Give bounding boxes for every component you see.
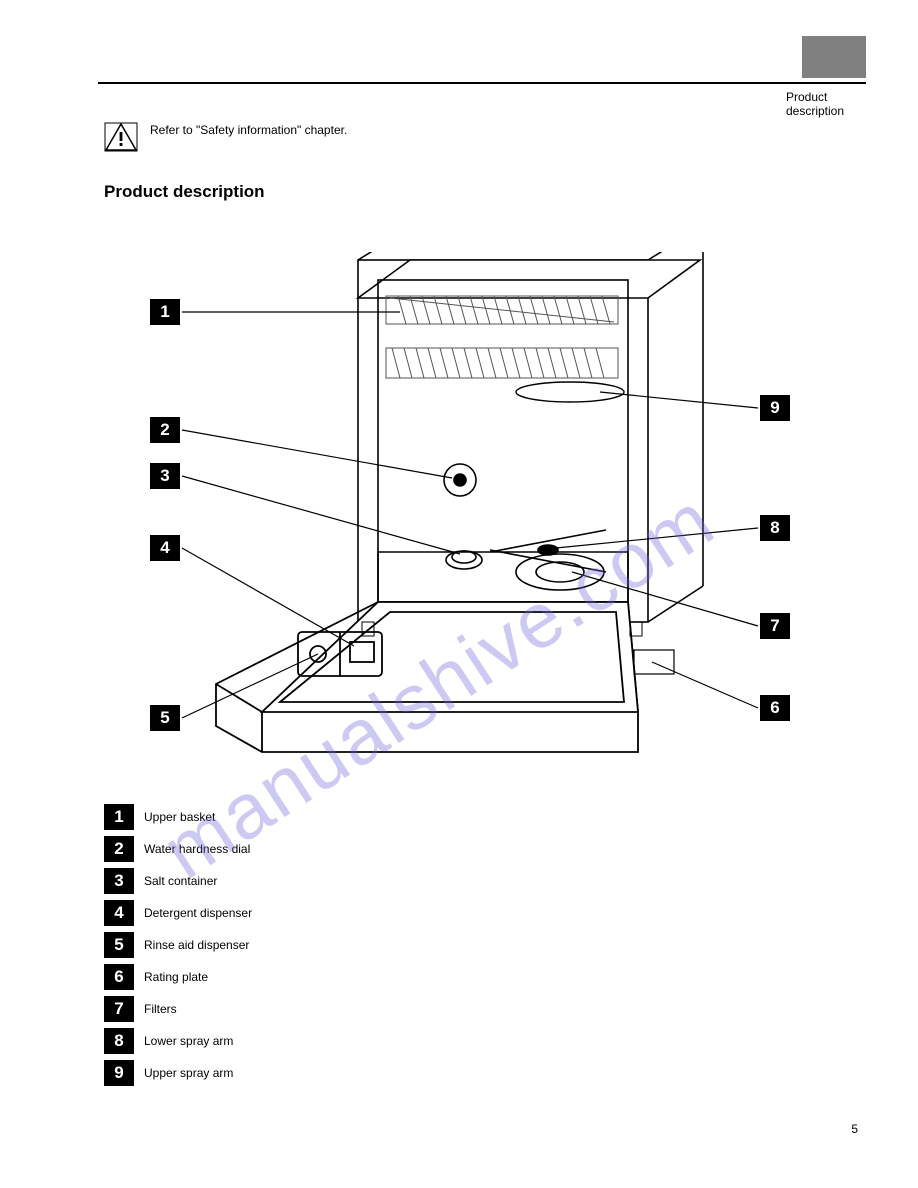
legend-text-4: Detergent dispenser bbox=[144, 906, 252, 920]
page-number: 5 bbox=[851, 1122, 858, 1136]
legend-row: 6 Rating plate bbox=[104, 964, 252, 990]
legend: 1 Upper basket 2 Water hardness dial 3 Salt… bbox=[104, 804, 252, 1092]
callout-2: 2 bbox=[150, 417, 180, 443]
legend-box-6: 6 bbox=[104, 964, 134, 990]
legend-box-8: 8 bbox=[104, 1028, 134, 1054]
callout-7: 7 bbox=[760, 613, 790, 639]
legend-text-2: Water hardness dial bbox=[144, 842, 250, 856]
header-rule bbox=[98, 82, 866, 84]
legend-row: 7 Filters bbox=[104, 996, 252, 1022]
legend-box-9: 9 bbox=[104, 1060, 134, 1086]
legend-box-4: 4 bbox=[104, 900, 134, 926]
legend-box-3: 3 bbox=[104, 868, 134, 894]
breadcrumb: Product description bbox=[98, 90, 866, 118]
legend-box-1: 1 bbox=[104, 804, 134, 830]
legend-text-9: Upper spray arm bbox=[144, 1066, 233, 1080]
callout-1: 1 bbox=[150, 299, 180, 325]
legend-row: 1 Upper basket bbox=[104, 804, 252, 830]
appliance-diagram: 1 2 3 4 5 9 8 7 6 bbox=[130, 252, 810, 800]
legend-text-7: Filters bbox=[144, 1002, 177, 1016]
callout-6: 6 bbox=[760, 695, 790, 721]
callout-5: 5 bbox=[150, 705, 180, 731]
callout-4: 4 bbox=[150, 535, 180, 561]
legend-row: 3 Salt container bbox=[104, 868, 252, 894]
legend-box-5: 5 bbox=[104, 932, 134, 958]
warning-text: Refer to "Safety information" chapter. bbox=[150, 122, 850, 138]
legend-box-2: 2 bbox=[104, 836, 134, 862]
callout-3: 3 bbox=[150, 463, 180, 489]
legend-text-1: Upper basket bbox=[144, 810, 215, 824]
legend-row: 8 Lower spray arm bbox=[104, 1028, 252, 1054]
legend-text-6: Rating plate bbox=[144, 970, 208, 984]
legend-row: 5 Rinse aid dispenser bbox=[104, 932, 252, 958]
callout-8: 8 bbox=[760, 515, 790, 541]
legend-row: 4 Detergent dispenser bbox=[104, 900, 252, 926]
legend-row: 9 Upper spray arm bbox=[104, 1060, 252, 1086]
section-title: Product description bbox=[104, 182, 265, 202]
legend-box-7: 7 bbox=[104, 996, 134, 1022]
callout-9: 9 bbox=[760, 395, 790, 421]
legend-row: 2 Water hardness dial bbox=[104, 836, 252, 862]
legend-text-8: Lower spray arm bbox=[144, 1034, 233, 1048]
warning-icon bbox=[104, 122, 138, 152]
legend-text-3: Salt container bbox=[144, 874, 217, 888]
header: Product description bbox=[98, 90, 866, 118]
page-tab bbox=[802, 36, 866, 78]
legend-text-5: Rinse aid dispenser bbox=[144, 938, 249, 952]
